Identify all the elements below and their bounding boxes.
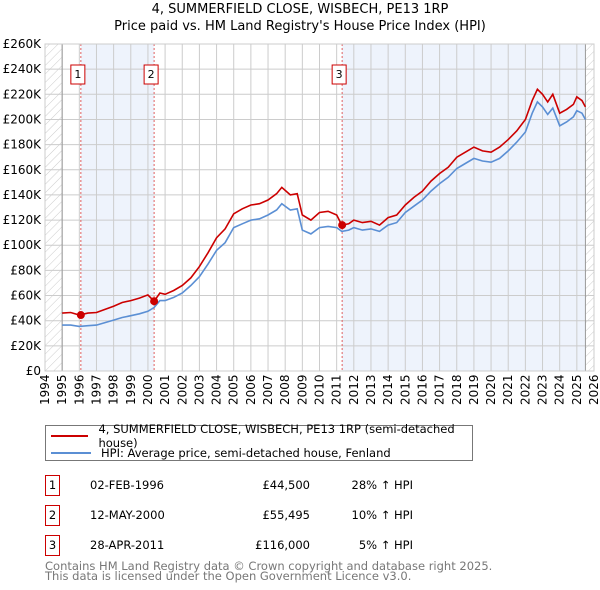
- x-tick-label: 2022: [518, 374, 532, 405]
- y-tick-label: £240K: [3, 62, 43, 76]
- x-tick-label: 2025: [570, 374, 584, 405]
- x-tick-label: 1995: [55, 374, 69, 405]
- x-tick-label: 2012: [347, 374, 361, 405]
- x-tick-label: 2003: [192, 374, 206, 405]
- y-tick-label: £120K: [3, 213, 43, 227]
- footer-licence: This data is licensed under the Open Gov…: [45, 569, 412, 583]
- sale-point: [338, 221, 347, 230]
- sale-price: £116,000: [255, 538, 310, 552]
- y-tick-label: £80K: [10, 263, 42, 277]
- y-tick-label: £140K: [3, 188, 43, 202]
- x-tick-label: 2014: [381, 374, 395, 405]
- x-tick-label: 2026: [587, 374, 600, 405]
- x-tick-label: 2020: [484, 374, 498, 405]
- x-tick-label: 2007: [261, 374, 275, 405]
- sale-price: £44,500: [262, 478, 310, 492]
- y-tick-label: £20K: [10, 339, 42, 353]
- sale-point: [76, 311, 85, 320]
- y-tick-label: £60K: [10, 289, 42, 303]
- x-tick-label: 2001: [158, 374, 172, 405]
- legend-label: HPI: Average price, semi-detached house,…: [101, 446, 391, 460]
- x-tick-label: 1996: [72, 374, 86, 405]
- x-tick-label: 2015: [398, 374, 412, 405]
- x-tick-label: 1997: [89, 374, 103, 405]
- x-tick-label: 2013: [364, 374, 378, 405]
- sale-price: £55,495: [262, 508, 310, 522]
- legend-swatch-blue: [51, 452, 91, 454]
- y-tick-label: £180K: [3, 138, 43, 152]
- sale-label-box: [143, 64, 159, 85]
- y-tick-label: £220K: [3, 87, 43, 101]
- legend-item-property: 4, SUMMERFIELD CLOSE, WISBECH, PE13 1RP …: [46, 422, 472, 450]
- table-row: 1 02-FEB-1996 £44,500 28% ↑ HPI: [45, 475, 465, 496]
- x-tick-label: 2017: [433, 374, 447, 405]
- x-tick-label: 2024: [553, 374, 567, 405]
- y-tick-label: £0: [26, 364, 41, 378]
- x-tick-label: 2004: [210, 374, 224, 405]
- x-tick-label: 2010: [313, 374, 327, 405]
- x-tick-label: 2008: [278, 374, 292, 405]
- legend-swatch-red: [51, 435, 89, 437]
- y-tick-label: £200K: [3, 112, 43, 126]
- x-tick-label: 2009: [295, 374, 309, 405]
- chart-title-line2: Price paid vs. HM Land Registry's House …: [114, 19, 486, 34]
- x-tick-label: 2021: [501, 374, 515, 405]
- x-tick-label: 2018: [450, 374, 464, 405]
- x-tick-label: 2002: [175, 374, 189, 405]
- x-tick-label: 2000: [141, 374, 155, 405]
- legend-item-hpi: HPI: Average price, semi-detached house,…: [46, 445, 391, 461]
- sale-label: 2: [148, 68, 155, 81]
- x-tick-label: 1999: [124, 374, 138, 405]
- sale-point: [150, 297, 159, 306]
- sale-hpi-diff: 5% ↑ HPI: [358, 538, 413, 552]
- legend: 4, SUMMERFIELD CLOSE, WISBECH, PE13 1RP …: [45, 422, 473, 461]
- chart-title-line1: 4, SUMMERFIELD CLOSE, WISBECH, PE13 1RP: [151, 2, 449, 17]
- sale-label-box: [70, 64, 86, 85]
- x-tick-label: 1994: [38, 374, 52, 405]
- y-tick-label: £160K: [3, 163, 43, 177]
- x-tick-label: 2019: [467, 374, 481, 405]
- ownership-band: [80, 44, 155, 371]
- sale-label-box: [331, 64, 347, 85]
- sale-number-badge: 1: [45, 475, 60, 496]
- x-tick-label: 2023: [536, 374, 550, 405]
- price-chart: 1994 1995 1996 1997 1998 1999 2000 2001 2002 2003…: [3, 37, 600, 405]
- x-tick-label: 2006: [244, 374, 258, 405]
- sale-number-badge: 3: [45, 535, 60, 556]
- table-row: 3 28-APR-2011 £116,000 5% ↑ HPI: [45, 535, 465, 556]
- x-tick-label: 1998: [107, 374, 121, 405]
- y-tick-label: £40K: [10, 314, 42, 328]
- sale-number-badge: 2: [45, 505, 60, 526]
- y-tick-label: £260K: [3, 37, 43, 51]
- legend-label: 4, SUMMERFIELD CLOSE, WISBECH, PE13 1RP …: [98, 422, 455, 450]
- sale-date: 28-APR-2011: [90, 538, 165, 552]
- y-tick-label: £100K: [3, 238, 43, 252]
- x-tick-label: 2011: [330, 374, 344, 405]
- hpi-series-line: [62, 100, 587, 328]
- sale-label: 1: [74, 68, 81, 81]
- x-tick-label: 2016: [415, 374, 429, 405]
- sale-date: 12-MAY-2000: [90, 508, 165, 522]
- no-data-hatch-right: [585, 44, 594, 371]
- no-data-hatch-left: [45, 44, 63, 371]
- x-tick-label: 2005: [227, 374, 241, 405]
- footer-copyright: Contains HM Land Registry data © Crown c…: [45, 559, 493, 573]
- ownership-band: [342, 44, 586, 371]
- sale-date: 02-FEB-1996: [90, 478, 164, 492]
- plot-border: [44, 43, 595, 372]
- sale-label: 3: [336, 68, 343, 81]
- sale-hpi-diff: 10% ↑ HPI: [351, 508, 413, 522]
- sale-hpi-diff: 28% ↑ HPI: [351, 478, 413, 492]
- table-row: 2 12-MAY-2000 £55,495 10% ↑ HPI: [45, 505, 465, 526]
